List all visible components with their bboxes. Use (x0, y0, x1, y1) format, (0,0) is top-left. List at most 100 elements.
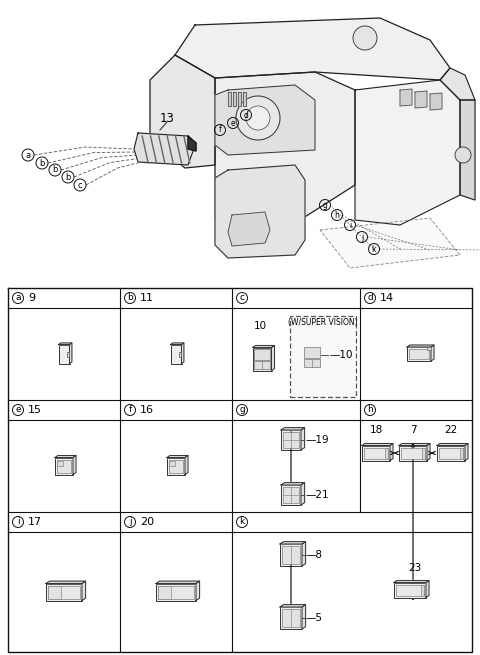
Bar (158, 586, 194, 599)
Text: i: i (349, 221, 351, 229)
Bar (396, 584, 424, 595)
Text: d: d (243, 111, 249, 119)
Text: b: b (39, 159, 45, 168)
Text: 20: 20 (140, 517, 154, 527)
Text: 13: 13 (159, 111, 174, 124)
Bar (156, 584, 196, 601)
Text: b: b (127, 293, 133, 303)
Bar (67, 352, 69, 356)
Polygon shape (437, 443, 468, 445)
Text: c: c (240, 293, 244, 303)
Circle shape (353, 26, 377, 50)
Polygon shape (415, 91, 427, 108)
Text: —8: —8 (305, 550, 322, 560)
Text: (W/SUPER VISION): (W/SUPER VISION) (288, 318, 358, 328)
Bar (364, 447, 388, 458)
Bar (59, 345, 70, 364)
Bar (282, 546, 300, 564)
Text: —10: —10 (329, 350, 352, 360)
Polygon shape (167, 455, 188, 457)
Bar (280, 607, 302, 629)
Bar (281, 485, 301, 505)
Polygon shape (175, 18, 450, 80)
Bar (280, 544, 302, 566)
Text: —21: —21 (305, 490, 329, 500)
Bar (421, 584, 424, 595)
Text: 14: 14 (380, 293, 394, 303)
Polygon shape (280, 605, 306, 607)
Bar (439, 447, 463, 458)
Bar (409, 349, 429, 359)
Polygon shape (170, 343, 184, 345)
Polygon shape (430, 93, 442, 110)
Bar (254, 361, 270, 369)
Polygon shape (427, 443, 430, 460)
Bar (46, 584, 82, 601)
Bar (254, 349, 270, 360)
Text: —5: —5 (305, 613, 322, 623)
Bar (460, 447, 463, 458)
Polygon shape (394, 580, 429, 582)
Text: c: c (78, 181, 82, 189)
Bar (399, 445, 427, 460)
Bar (304, 347, 320, 358)
Polygon shape (320, 218, 460, 268)
Polygon shape (181, 343, 184, 364)
Bar (282, 609, 300, 627)
Text: g: g (239, 405, 245, 415)
Polygon shape (73, 455, 76, 474)
Bar (401, 447, 425, 458)
Text: b: b (65, 172, 71, 181)
Text: d: d (367, 293, 373, 303)
Text: 7: 7 (410, 425, 416, 435)
Text: f: f (128, 405, 132, 415)
Polygon shape (390, 443, 393, 460)
Polygon shape (465, 443, 468, 460)
Polygon shape (233, 92, 236, 106)
Text: 17: 17 (28, 517, 42, 527)
Bar (427, 347, 431, 350)
Polygon shape (188, 136, 196, 151)
Bar (57, 460, 63, 466)
Polygon shape (228, 92, 231, 106)
Text: i: i (17, 517, 19, 527)
Text: b: b (52, 166, 58, 174)
Polygon shape (196, 581, 200, 601)
Text: k: k (372, 244, 376, 253)
Circle shape (455, 147, 471, 163)
Text: 23: 23 (408, 563, 421, 573)
Polygon shape (243, 92, 246, 106)
Text: e: e (231, 119, 235, 128)
Bar (302, 345, 322, 369)
Text: 15: 15 (28, 405, 42, 415)
Text: e: e (15, 405, 21, 415)
Polygon shape (59, 343, 72, 345)
Bar (57, 460, 71, 472)
Polygon shape (302, 605, 306, 629)
Text: 22: 22 (444, 425, 457, 435)
Polygon shape (301, 483, 305, 505)
FancyBboxPatch shape (290, 316, 356, 397)
Polygon shape (431, 345, 434, 361)
Polygon shape (302, 343, 324, 345)
Bar (283, 432, 299, 448)
Polygon shape (238, 92, 241, 106)
Bar (437, 445, 465, 460)
Bar (48, 586, 80, 599)
Polygon shape (426, 580, 429, 597)
Polygon shape (82, 581, 85, 601)
Polygon shape (400, 89, 412, 106)
Polygon shape (322, 343, 324, 369)
Polygon shape (55, 455, 76, 457)
Text: f: f (218, 126, 221, 134)
Text: 16: 16 (140, 405, 154, 415)
Polygon shape (399, 443, 430, 445)
Text: g: g (323, 200, 327, 210)
Bar (407, 347, 431, 361)
Polygon shape (156, 581, 200, 584)
Bar (169, 460, 175, 466)
Bar (385, 447, 388, 458)
Text: h: h (335, 210, 339, 219)
Text: 18: 18 (370, 425, 383, 435)
Circle shape (246, 106, 270, 130)
